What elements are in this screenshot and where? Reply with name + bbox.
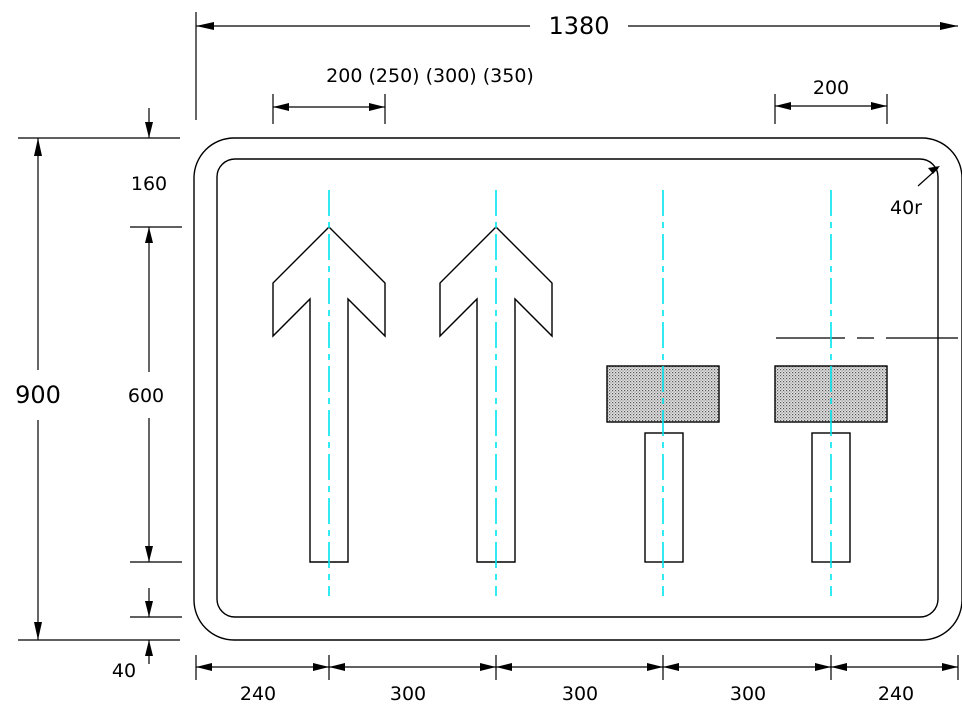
overall-width-label: 1380 [548,12,609,40]
dim-arrowhead [871,102,887,110]
sign-outer-border [193,137,962,641]
dim-arrowhead [145,601,153,617]
dim-arrowhead [831,663,847,671]
dim-arrowhead [480,663,496,671]
dim-arrowhead [928,166,940,174]
dim-arrowhead [34,138,42,156]
top-margin-label: 160 [131,173,167,195]
dim-arrowhead [663,663,679,671]
dim-arrowhead [329,663,345,671]
dim-arrowhead [145,122,153,138]
dim-arrowhead [196,22,214,30]
spacing-label-5: 240 [878,683,914,705]
dim-arrowhead [369,103,385,111]
dim-arrowhead [196,663,212,671]
dim-arrowhead [815,663,831,671]
dim-arrowhead [145,227,153,243]
corner-radius-label: 40r [890,197,922,219]
dim-arrowhead [775,102,791,110]
bottom-margin-label: 40 [112,660,136,682]
block-width-label: 200 [813,77,849,99]
sign-inner-border [216,158,939,618]
dim-arrowhead [273,103,289,111]
spacing-label-3: 300 [562,683,598,705]
overall-height-label: 900 [15,381,61,409]
spacing-label-4: 300 [730,683,766,705]
dim-arrowhead [145,640,153,656]
dim-arrowhead [942,663,958,671]
arrow-width-label: 200 (250) (300) (350) [326,65,534,87]
spacing-label-2: 300 [390,683,426,705]
dim-arrowhead [313,663,329,671]
dim-arrowhead [647,663,663,671]
lane-stub-3 [644,432,684,563]
dim-arrowhead [496,663,512,671]
dim-arrowhead [34,622,42,640]
spacing-label-1: 240 [240,683,276,705]
dim-arrowhead [940,22,958,30]
arrow-height-label: 600 [128,385,164,407]
dim-arrowhead [145,546,153,562]
